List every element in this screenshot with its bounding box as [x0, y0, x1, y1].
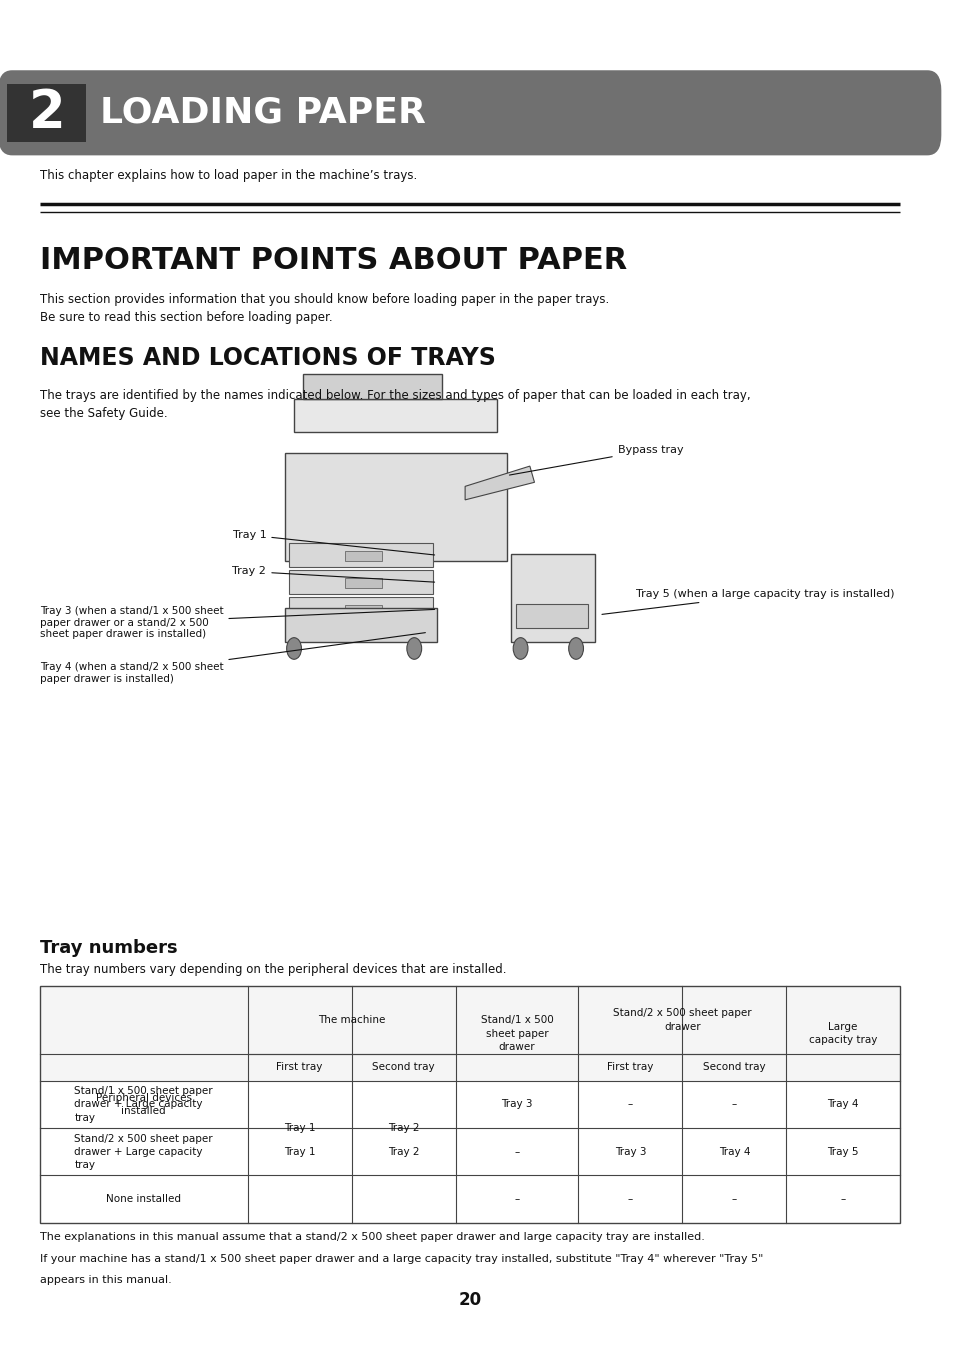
Bar — [289, 570, 433, 594]
Bar — [40, 986, 899, 1054]
Bar — [294, 399, 497, 432]
Text: This chapter explains how to load paper in the machine’s trays.: This chapter explains how to load paper … — [40, 169, 416, 182]
Text: Large
capacity tray: Large capacity tray — [808, 1021, 877, 1046]
Text: Tray 5: Tray 5 — [826, 1147, 858, 1156]
Text: –: – — [840, 1194, 844, 1204]
Text: 20: 20 — [457, 1290, 481, 1309]
Text: The machine: The machine — [317, 1015, 385, 1025]
Text: The trays are identified by the names indicated below. For the sizes and types o: The trays are identified by the names in… — [40, 389, 750, 420]
Bar — [285, 608, 436, 642]
Bar — [289, 543, 433, 567]
Bar — [289, 597, 433, 621]
Text: If your machine has a stand/1 x 500 sheet paper drawer and a large capacity tray: If your machine has a stand/1 x 500 shee… — [40, 1254, 762, 1263]
Text: Tray 5 (when a large capacity tray is installed): Tray 5 (when a large capacity tray is in… — [601, 589, 894, 615]
Bar — [511, 554, 594, 642]
FancyBboxPatch shape — [0, 70, 941, 155]
Text: Tray 2: Tray 2 — [388, 1147, 419, 1156]
Text: –: – — [627, 1100, 633, 1109]
Text: IMPORTANT POINTS ABOUT PAPER: IMPORTANT POINTS ABOUT PAPER — [40, 246, 626, 274]
Text: Tray 1: Tray 1 — [233, 530, 435, 555]
Text: Tray 3: Tray 3 — [614, 1147, 645, 1156]
Text: –: – — [731, 1100, 737, 1109]
Text: The tray numbers vary depending on the peripheral devices that are installed.: The tray numbers vary depending on the p… — [40, 963, 506, 977]
Text: –: – — [514, 1194, 519, 1204]
Text: 2: 2 — [29, 86, 66, 139]
Text: –: – — [731, 1194, 737, 1204]
Text: Stand/1 x 500
sheet paper
drawer: Stand/1 x 500 sheet paper drawer — [480, 1016, 553, 1051]
Text: Tray 3: Tray 3 — [500, 1100, 532, 1109]
Text: Tray 3 (when a stand/1 x 500 sheet
paper drawer or a stand/2 x 500
sheet paper d: Tray 3 (when a stand/1 x 500 sheet paper… — [40, 607, 435, 639]
Text: LOADING PAPER: LOADING PAPER — [100, 96, 425, 130]
Text: First tray: First tray — [606, 1062, 653, 1073]
Text: –: – — [627, 1194, 633, 1204]
Text: First tray: First tray — [276, 1062, 322, 1073]
Circle shape — [406, 638, 421, 659]
Text: Stand/1 x 500 sheet paper
drawer + Large capacity
tray: Stand/1 x 500 sheet paper drawer + Large… — [74, 1086, 213, 1123]
Text: Tray 1: Tray 1 — [284, 1147, 315, 1156]
Bar — [345, 551, 381, 561]
Bar — [345, 605, 381, 615]
Text: Tray 2: Tray 2 — [388, 1123, 419, 1133]
Text: Tray 1: Tray 1 — [284, 1123, 315, 1133]
Text: Second tray: Second tray — [702, 1062, 765, 1073]
Text: Tray 4 (when a stand/2 x 500 sheet
paper drawer is installed): Tray 4 (when a stand/2 x 500 sheet paper… — [40, 632, 425, 684]
Text: Peripheral devices
installed: Peripheral devices installed — [95, 1093, 192, 1116]
Text: Tray numbers: Tray numbers — [40, 939, 177, 957]
Bar — [40, 1054, 899, 1081]
Bar — [303, 374, 441, 399]
Bar — [345, 578, 381, 588]
Text: NAMES AND LOCATIONS OF TRAYS: NAMES AND LOCATIONS OF TRAYS — [40, 346, 496, 370]
Text: appears in this manual.: appears in this manual. — [40, 1275, 172, 1285]
Text: The explanations in this manual assume that a stand/2 x 500 sheet paper drawer a: The explanations in this manual assume t… — [40, 1232, 704, 1242]
Text: Stand/2 x 500 sheet paper
drawer: Stand/2 x 500 sheet paper drawer — [613, 1008, 751, 1032]
Text: None installed: None installed — [106, 1194, 181, 1204]
Text: –: – — [514, 1147, 519, 1156]
Text: This section provides information that you should know before loading paper in t: This section provides information that y… — [40, 293, 608, 324]
Bar — [285, 453, 506, 561]
Text: Tray 4: Tray 4 — [718, 1147, 749, 1156]
Polygon shape — [465, 466, 534, 500]
Bar — [8, 84, 86, 142]
Text: Tray 4: Tray 4 — [826, 1100, 858, 1109]
Circle shape — [513, 638, 527, 659]
Text: Tray 2: Tray 2 — [233, 566, 435, 582]
Circle shape — [568, 638, 583, 659]
Bar — [516, 604, 587, 628]
Text: Second tray: Second tray — [372, 1062, 435, 1073]
Bar — [40, 986, 899, 1223]
Text: Bypass tray: Bypass tray — [509, 444, 682, 476]
Text: Stand/2 x 500 sheet paper
drawer + Large capacity
tray: Stand/2 x 500 sheet paper drawer + Large… — [74, 1133, 213, 1170]
Circle shape — [286, 638, 301, 659]
